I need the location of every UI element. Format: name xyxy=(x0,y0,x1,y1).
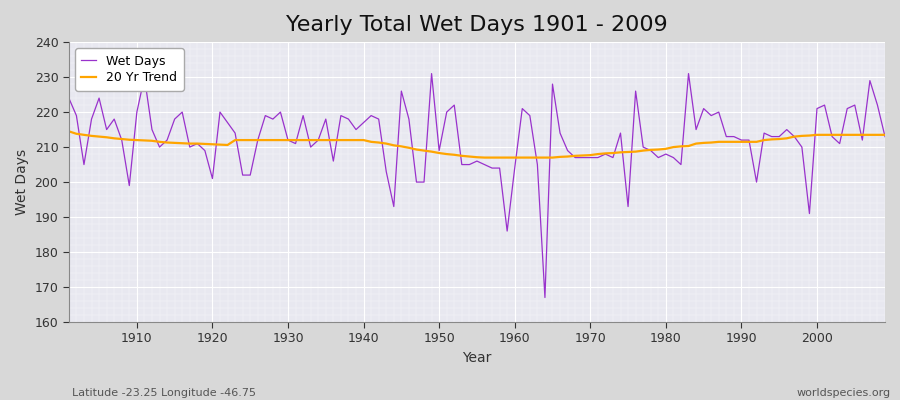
Y-axis label: Wet Days: Wet Days xyxy=(15,149,29,215)
20 Yr Trend xyxy=(290,138,301,142)
Wet Days xyxy=(517,106,527,111)
Wet Days xyxy=(124,183,135,188)
Wet Days xyxy=(427,71,437,76)
Line: Wet Days: Wet Days xyxy=(68,74,885,298)
20 Yr Trend xyxy=(63,129,74,134)
20 Yr Trend xyxy=(509,155,520,160)
Wet Days xyxy=(539,295,550,300)
Wet Days xyxy=(879,134,890,139)
Line: 20 Yr Trend: 20 Yr Trend xyxy=(68,131,885,158)
20 Yr Trend xyxy=(336,138,346,142)
Wet Days xyxy=(509,166,520,170)
Title: Yearly Total Wet Days 1901 - 2009: Yearly Total Wet Days 1901 - 2009 xyxy=(286,15,668,35)
20 Yr Trend xyxy=(608,151,618,156)
20 Yr Trend xyxy=(479,155,490,160)
Text: Latitude -23.25 Longitude -46.75: Latitude -23.25 Longitude -46.75 xyxy=(72,388,256,398)
Wet Days xyxy=(63,96,74,100)
20 Yr Trend xyxy=(124,137,135,142)
Wet Days xyxy=(290,141,301,146)
20 Yr Trend xyxy=(517,155,527,160)
X-axis label: Year: Year xyxy=(463,351,491,365)
Legend: Wet Days, 20 Yr Trend: Wet Days, 20 Yr Trend xyxy=(75,48,184,91)
20 Yr Trend xyxy=(879,132,890,137)
Text: worldspecies.org: worldspecies.org xyxy=(796,388,891,398)
Wet Days xyxy=(336,113,346,118)
Wet Days xyxy=(615,131,626,136)
